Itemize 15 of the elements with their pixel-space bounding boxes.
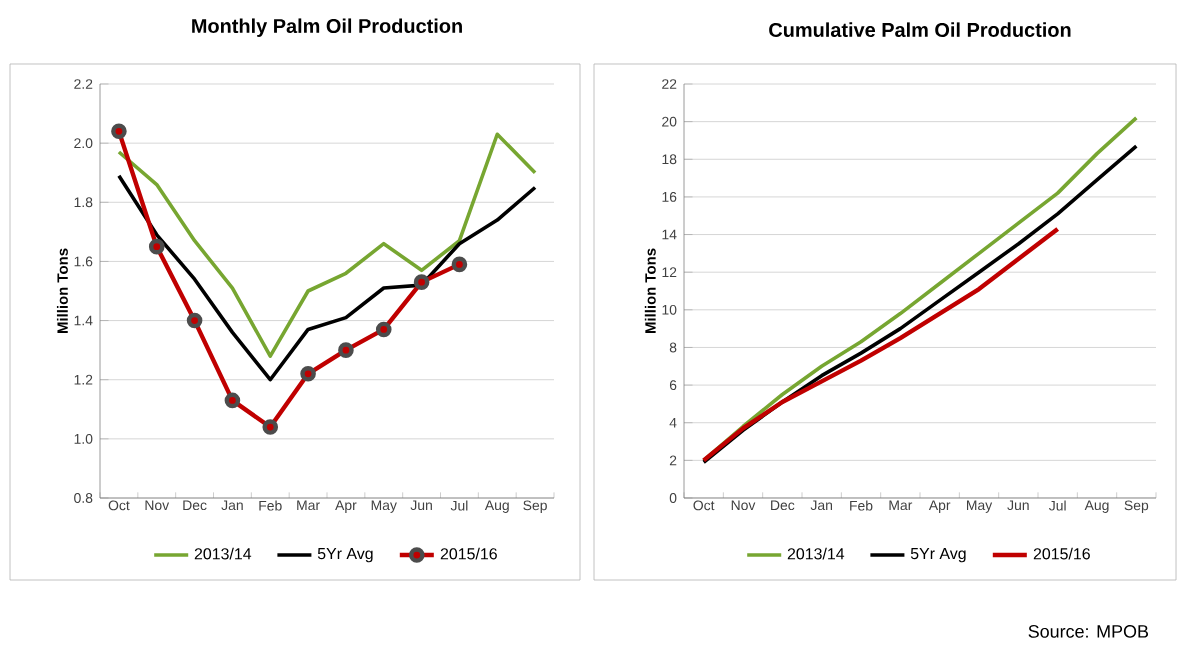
point: [338, 342, 354, 358]
point: [262, 419, 279, 435]
point: [413, 274, 430, 290]
point: [300, 366, 316, 382]
source-note: Source: MPOB: [1028, 625, 1149, 638]
point: [148, 238, 165, 255]
point: [186, 312, 203, 329]
point: [375, 321, 392, 338]
chart-title: Cumulative Palm Oil Production: [769, 22, 1071, 37]
point: [451, 256, 468, 273]
chart-title: Monthly Palm Oil Production: [192, 18, 462, 37]
point: [224, 392, 241, 409]
point: [111, 123, 127, 140]
line-series: [117, 173, 537, 382]
line-series: [117, 132, 537, 358]
